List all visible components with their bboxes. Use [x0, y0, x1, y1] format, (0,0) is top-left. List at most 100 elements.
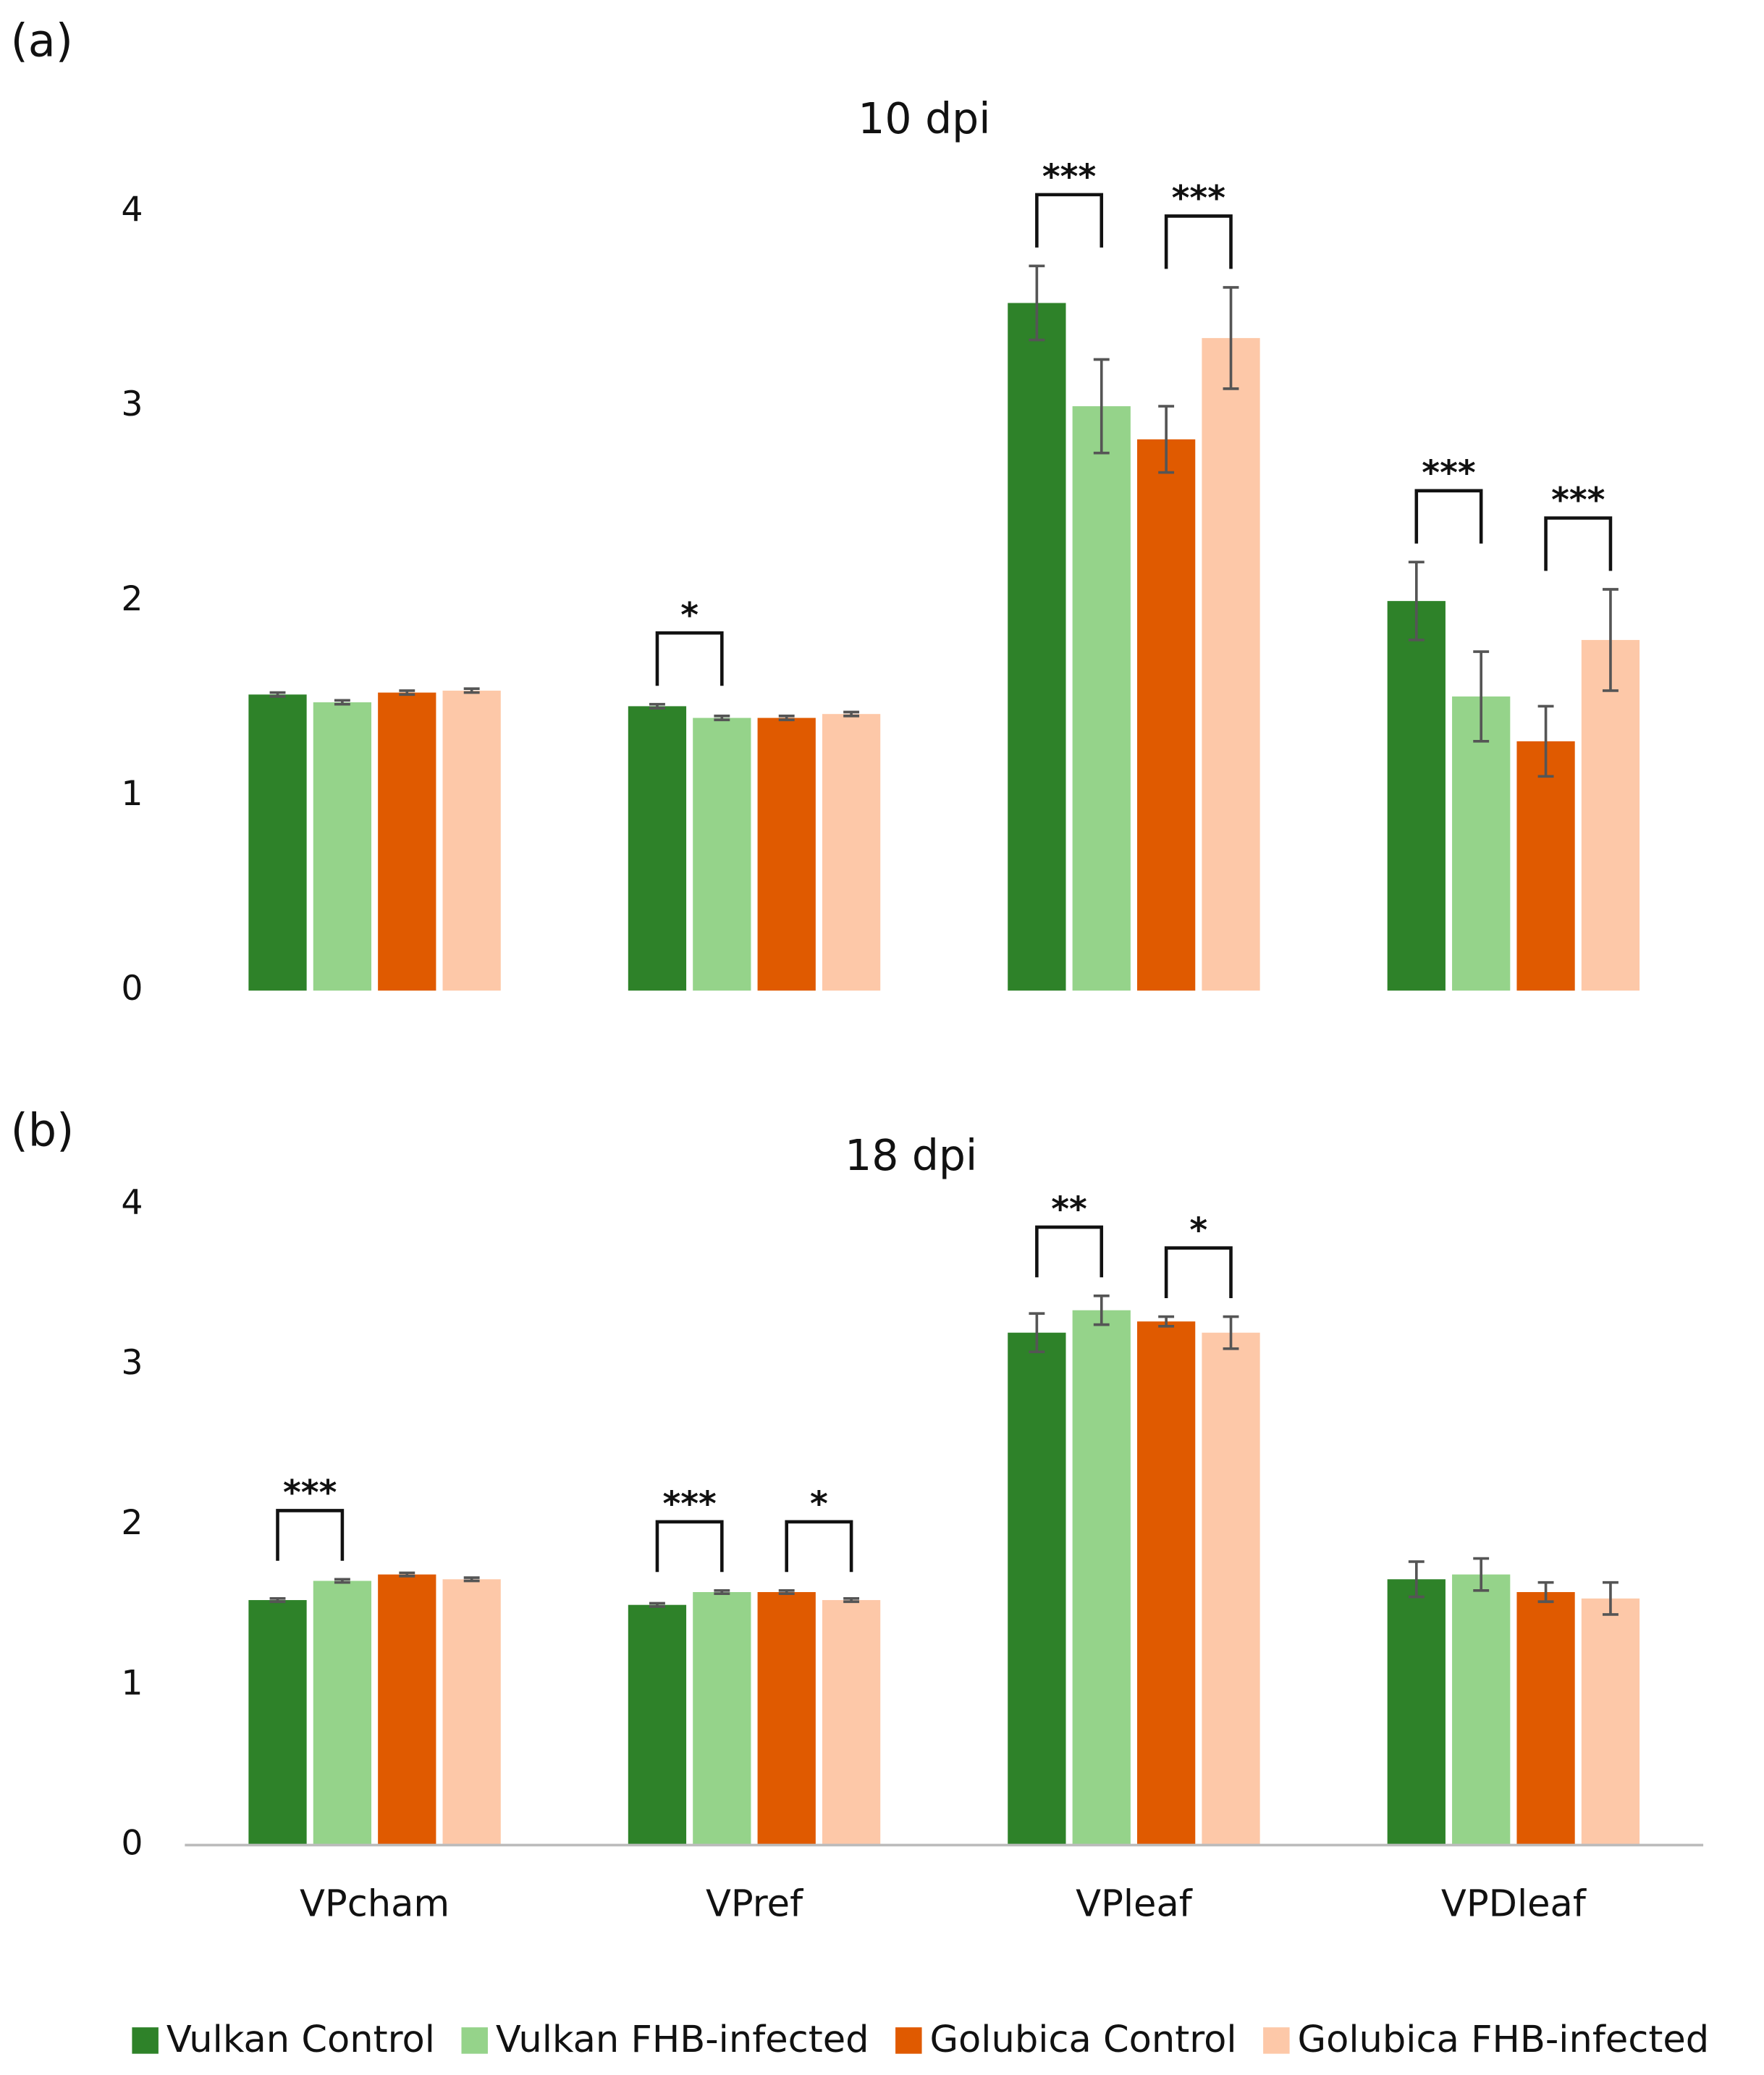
significance-bracket	[1164, 214, 1233, 269]
error-bar	[463, 687, 480, 694]
error-bar	[843, 1597, 860, 1604]
chart-title: 18 dpi	[845, 1131, 977, 1180]
y-tick-label: 0	[121, 1823, 143, 1863]
bar	[313, 1581, 372, 1845]
error-bar	[399, 689, 415, 696]
bar	[1581, 1598, 1640, 1845]
error-bar	[714, 1588, 730, 1596]
bar	[248, 694, 307, 991]
bar	[1137, 1321, 1196, 1845]
significance-label: ***	[1042, 157, 1096, 197]
bar	[822, 1600, 881, 1845]
bar	[378, 1574, 436, 1845]
y-tick-label: 4	[121, 190, 143, 230]
error-bar	[778, 1588, 795, 1596]
error-bar	[649, 702, 665, 710]
error-bar	[1473, 650, 1490, 743]
panel-label: (b)	[11, 1103, 75, 1156]
error-bar	[1537, 1581, 1554, 1604]
bar	[1072, 1310, 1131, 1845]
bar	[1516, 741, 1575, 991]
bar	[757, 717, 816, 991]
bar	[1072, 406, 1131, 991]
significance-label: **	[1051, 1190, 1087, 1229]
error-bar	[1093, 1294, 1110, 1326]
significance-bracket	[1544, 516, 1613, 571]
significance-bracket	[655, 1520, 724, 1573]
y-tick-label: 1	[121, 774, 143, 814]
bar	[1202, 337, 1260, 991]
y-tick-label: 2	[121, 1503, 143, 1543]
y-tick-label: 3	[121, 1343, 143, 1383]
significance-bracket	[1414, 489, 1483, 544]
error-bar	[399, 1571, 415, 1578]
bar	[248, 1600, 307, 1845]
significance-bracket	[1035, 193, 1104, 248]
error-bar	[1223, 286, 1239, 390]
legend-label: Golubica Control	[929, 2019, 1236, 2061]
bar	[757, 1591, 816, 1845]
bar	[1581, 639, 1640, 991]
bar	[1387, 601, 1446, 991]
bar	[1452, 1574, 1511, 1845]
bar	[1008, 303, 1066, 991]
error-bar	[1537, 704, 1554, 778]
y-tick-label: 3	[121, 384, 143, 424]
error-bar	[334, 699, 350, 706]
bar	[693, 717, 751, 991]
legend-swatch	[132, 2027, 159, 2054]
significance-label: *	[810, 1484, 828, 1524]
legend-swatch	[1263, 2027, 1290, 2054]
error-bar	[1029, 1312, 1045, 1354]
bar	[1137, 439, 1196, 991]
bar	[1452, 696, 1511, 991]
bar	[1387, 1579, 1446, 1845]
bar	[1202, 1332, 1260, 1845]
y-tick-label: 0	[121, 969, 143, 1009]
significance-label: ***	[1551, 481, 1605, 521]
chart-title: 10 dpi	[858, 94, 990, 143]
error-bar	[1408, 1560, 1425, 1599]
error-bar	[843, 710, 860, 717]
error-bar	[1158, 405, 1175, 474]
significance-label: *	[680, 595, 699, 635]
error-bar	[714, 715, 730, 722]
error-bar	[463, 1576, 480, 1583]
bar	[313, 702, 372, 991]
significance-label: ***	[1172, 179, 1225, 219]
significance-bracket	[655, 631, 724, 686]
bar	[442, 690, 501, 991]
bar	[628, 1604, 687, 1845]
significance-label: ***	[1422, 453, 1475, 493]
panel-label: (a)	[11, 14, 73, 67]
error-bar	[1093, 358, 1110, 455]
x-tick-label: VPleaf	[1076, 1882, 1193, 1925]
legend-label: Vulkan FHB-infected	[496, 2019, 869, 2061]
error-bar	[334, 1578, 350, 1584]
error-bar	[649, 1602, 665, 1608]
x-tick-label: VPref	[706, 1882, 803, 1925]
significance-label: *	[1189, 1211, 1207, 1250]
error-bar	[1603, 588, 1619, 692]
error-bar	[269, 1597, 286, 1604]
significance-bracket	[785, 1520, 853, 1573]
bar	[693, 1591, 751, 1845]
y-tick-label: 1	[121, 1663, 143, 1703]
bar	[442, 1579, 501, 1845]
significance-label: ***	[283, 1473, 337, 1513]
error-bar	[1603, 1581, 1619, 1616]
error-bar	[778, 715, 795, 722]
legend-label: Vulkan Control	[166, 2019, 435, 2061]
error-bar	[269, 691, 286, 698]
significance-bracket	[1164, 1246, 1233, 1299]
bar	[1008, 1332, 1066, 1845]
y-tick-label: 4	[121, 1183, 143, 1223]
legend-swatch	[461, 2027, 488, 2054]
bar	[822, 714, 881, 991]
significance-bracket	[1035, 1225, 1104, 1278]
error-bar	[1408, 560, 1425, 641]
error-bar	[1473, 1557, 1490, 1592]
error-bar	[1029, 264, 1045, 342]
